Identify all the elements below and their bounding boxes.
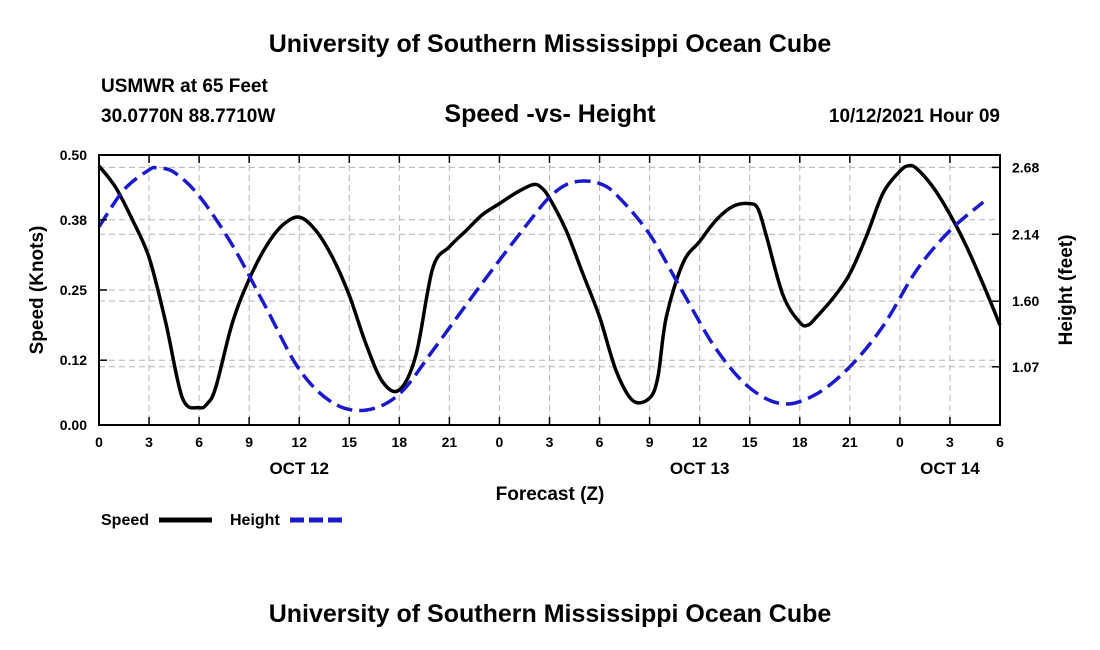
y2-tick-label: 1.07: [1012, 359, 1039, 375]
legend: Speed Height: [101, 512, 343, 529]
y2-axis-label: Height (feet): [1056, 235, 1077, 346]
x-tick-label: 21: [442, 434, 458, 450]
x-tick-label: 15: [742, 434, 758, 450]
legend-height-label: Height: [230, 512, 280, 529]
y2-tick-label: 2.68: [1012, 159, 1039, 175]
tick-layer: 0 3 6 9 12 15 18 21 0 3 6 9 12 15 18 21 0 3 6 OCT 12 OCT 13 O…: [60, 147, 1040, 478]
y-axis-label: Speed (Knots): [27, 226, 48, 355]
x-tick-label: 12: [692, 434, 708, 450]
grid-layer: [99, 155, 1000, 425]
y-tick-label: 0.25: [60, 282, 87, 298]
x-tick-label: 3: [145, 434, 153, 450]
x-tick-label: 12: [291, 434, 307, 450]
x-tick-label: 0: [896, 434, 904, 450]
x-tick-label: 6: [596, 434, 604, 450]
legend-speed-label: Speed: [101, 512, 149, 529]
y-tick-label: 0.50: [60, 147, 87, 163]
y-tick-label: 0.38: [60, 212, 87, 228]
x-tick-label: 21: [842, 434, 858, 450]
x-tick-label: 9: [245, 434, 253, 450]
x-tick-label: 9: [646, 434, 654, 450]
x-tick-label: 6: [996, 434, 1004, 450]
x-tick-label: 18: [792, 434, 808, 450]
y2-tick-label: 2.14: [1012, 226, 1039, 242]
x-date-label: OCT 13: [670, 459, 730, 478]
station-label: USMWR at 65 Feet: [101, 76, 268, 97]
y-tick-label: 0.12: [60, 352, 87, 368]
x-date-label: OCT 12: [269, 459, 329, 478]
x-tick-label: 3: [946, 434, 954, 450]
footer-title: University of Southern Mississippi Ocean…: [268, 600, 832, 628]
x-tick-label: 18: [392, 434, 408, 450]
x-tick-label: 6: [195, 434, 203, 450]
x-tick-label: 3: [546, 434, 554, 450]
coordinates-label: 30.0770N 88.7710W: [101, 106, 276, 127]
x-date-label: OCT 14: [920, 459, 980, 478]
forecast-datetime: 10/12/2021 Hour 09: [828, 106, 1000, 127]
x-tick-label: 0: [95, 434, 103, 450]
series-line-height: [97, 165, 985, 413]
x-tick-label: 0: [496, 434, 504, 450]
y-tick-label: 0.00: [60, 417, 87, 433]
x-axis-label: Forecast (Z): [496, 484, 605, 505]
series-line-speed: [97, 163, 1002, 410]
y2-tick-label: 1.60: [1012, 293, 1039, 309]
chart-subtitle: Speed -vs- Height: [444, 100, 656, 128]
series-layer: [97, 163, 1002, 413]
page-title: University of Southern Mississippi Ocean…: [268, 30, 832, 58]
x-tick-label: 15: [341, 434, 357, 450]
